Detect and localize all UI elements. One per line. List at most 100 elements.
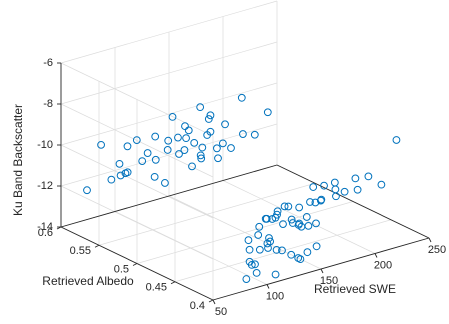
z-tick-label: -8 [43, 98, 53, 110]
data-point [181, 122, 189, 131]
grid-line [60, 0, 278, 64]
data-point [138, 157, 147, 166]
y-tick-mark [170, 281, 176, 285]
data-point [254, 231, 263, 239]
data-point [151, 155, 160, 164]
y-tick-label: 0.6 [38, 227, 53, 239]
data-point [83, 186, 91, 195]
data-point [107, 175, 116, 184]
data-point [197, 154, 206, 163]
data-point [244, 236, 253, 245]
grid-line [60, 144, 214, 219]
data-point [190, 138, 199, 147]
grid-line [60, 123, 278, 187]
data-point [97, 140, 105, 149]
data-point [116, 171, 125, 180]
x-tick-mark [212, 299, 216, 305]
z-tick-label: -12 [37, 180, 53, 192]
y-tick-mark [94, 244, 100, 248]
data-point [263, 108, 272, 117]
data-point [227, 144, 235, 152]
data-point [115, 159, 124, 168]
grid-line [98, 182, 316, 246]
data-point [164, 136, 173, 145]
grid-lines [60, 0, 430, 301]
data-point [168, 113, 177, 121]
grid-line [60, 185, 214, 260]
data-point [273, 210, 281, 219]
data-point [330, 178, 339, 187]
x-tick-label: 50 [215, 306, 227, 318]
data-point [206, 111, 215, 120]
data-point [204, 115, 213, 123]
x-tick-mark [266, 284, 270, 289]
y-axis-label: Retrieved Albedo [42, 274, 134, 288]
x-tick-label: 150 [320, 275, 338, 287]
data-point [198, 143, 207, 152]
data-point [304, 221, 313, 230]
data-point [214, 154, 222, 163]
x-axis-label: Retrieved SWE [314, 282, 396, 296]
data-point [263, 239, 272, 248]
data-point [294, 221, 303, 229]
grid-line [60, 103, 214, 178]
floor-right-edge [276, 164, 430, 239]
data-point [237, 93, 246, 102]
data-point [196, 103, 205, 112]
data-point [392, 136, 401, 144]
y-tick-label: 0.5 [114, 263, 129, 275]
z-tick-label: -10 [37, 139, 53, 151]
x-tick-label: 100 [266, 290, 284, 302]
data-point [196, 151, 205, 160]
grid-line [174, 219, 392, 283]
data-point [252, 268, 261, 277]
data-point [143, 149, 152, 157]
data-point [312, 242, 321, 251]
data-point [123, 168, 132, 177]
data-point [250, 130, 259, 139]
data-point [280, 202, 289, 211]
data-point [287, 215, 296, 224]
data-point [251, 260, 259, 269]
data-point [218, 139, 227, 148]
data-point [353, 185, 362, 194]
data-point [262, 214, 271, 223]
data-point [123, 142, 132, 151]
data-point [265, 234, 273, 242]
data-point [309, 183, 318, 191]
data-point [278, 246, 286, 255]
data-point [271, 270, 280, 279]
data-point [351, 174, 360, 183]
data-point [132, 136, 141, 145]
axis-ticks: 50 100 150 200 250 0.4 0.45 0.5 0.55 0.6-14 -12 -10… [37, 57, 446, 318]
z-tick-label: -6 [43, 57, 53, 69]
data-point [364, 172, 373, 181]
data-point [213, 144, 221, 153]
data-point [239, 130, 247, 138]
data-point [340, 187, 349, 196]
data-point [287, 250, 296, 259]
data-point [245, 245, 254, 254]
data-point [284, 202, 293, 211]
data-point [174, 133, 182, 142]
y-tick-mark [132, 263, 138, 266]
y-tick-label: 0.45 [146, 282, 167, 294]
data-point [312, 219, 320, 228]
data-point [242, 275, 251, 283]
data-point [268, 215, 277, 223]
data-point [294, 254, 303, 262]
data-point [150, 172, 159, 181]
grid-line [60, 41, 278, 105]
x-tick-label: 250 [428, 244, 446, 256]
x-tick-label: 200 [374, 259, 392, 271]
data-point [320, 181, 328, 190]
data-point [188, 162, 196, 171]
data-point [303, 248, 312, 257]
data-point [302, 213, 311, 221]
data-point [295, 203, 304, 212]
data-point [182, 134, 190, 143]
floor-back-edge [60, 164, 278, 228]
grid-line [136, 201, 354, 264]
data-point [377, 180, 386, 189]
